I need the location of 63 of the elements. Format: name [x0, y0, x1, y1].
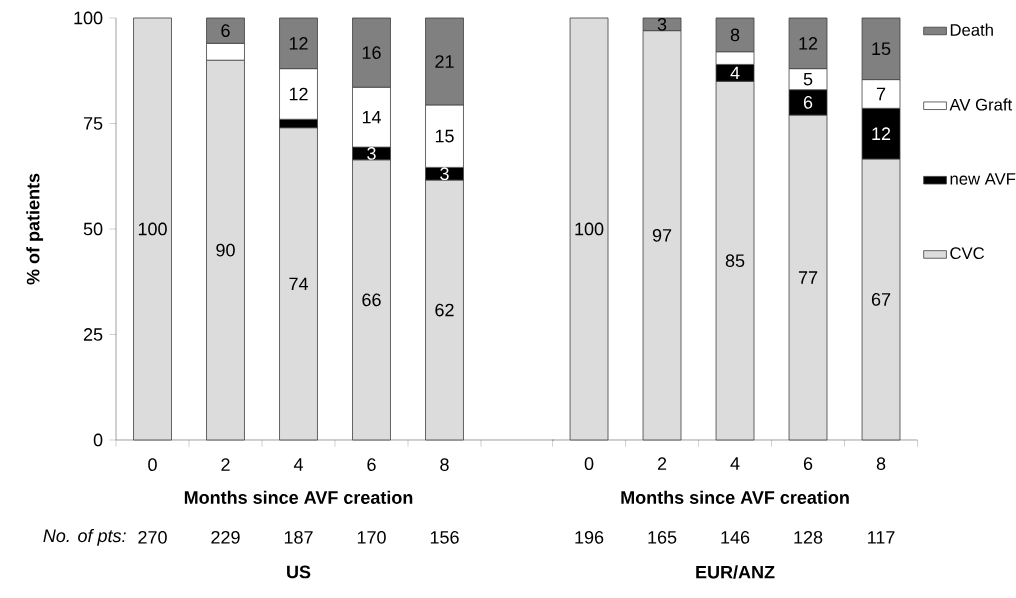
- x-tick-label: 2: [221, 458, 230, 471]
- text: 117: [868, 531, 895, 544]
- data-label: 15: [872, 42, 891, 56]
- data-label: 100: [138, 222, 167, 236]
- data-label: 4: [730, 66, 740, 80]
- data-label: 16: [362, 46, 381, 59]
- x-tick-label: 6: [367, 458, 376, 471]
- text: US: [287, 565, 311, 579]
- data-label: 3: [440, 167, 449, 181]
- text: 229: [211, 530, 240, 544]
- legend-label: CVC: [950, 247, 985, 260]
- y-axis-title: % of patients: [26, 173, 44, 285]
- data-label: 77: [798, 271, 818, 284]
- y-tick-label: 75: [83, 117, 103, 130]
- x-tick-label: 4: [730, 457, 740, 470]
- data-label: 97: [652, 228, 672, 242]
- data-label: 66: [362, 293, 381, 307]
- data-label: 12: [799, 37, 818, 50]
- x-tick-label: 4: [293, 458, 303, 471]
- data-label: 21: [435, 55, 454, 68]
- y-tick-label: 50: [83, 222, 103, 236]
- data-label: 3: [657, 17, 667, 31]
- legend-label: Death: [950, 23, 993, 36]
- x-tick-label: 8: [876, 457, 886, 471]
- data-label: 90: [216, 243, 235, 257]
- text: 156: [430, 530, 459, 544]
- y-tick-label: 0: [93, 433, 103, 447]
- data-label: 5: [803, 72, 813, 86]
- x-axis-title: Months since AVF creation: [184, 490, 413, 504]
- data-label: 15: [435, 129, 454, 143]
- data-label: 100: [575, 222, 604, 236]
- data-label: 3: [367, 147, 376, 160]
- text: 146: [721, 530, 750, 544]
- x-tick-label: 0: [148, 458, 157, 471]
- text: 128: [794, 530, 823, 544]
- data-label: 85: [725, 254, 745, 267]
- data-label: 14: [362, 110, 381, 124]
- legend-label: AV Graft: [949, 98, 1013, 111]
- data-label: 67: [871, 293, 891, 306]
- x-tick-label: 6: [803, 457, 813, 471]
- text: No. of pts:: [43, 528, 126, 546]
- data-label: 62: [435, 303, 454, 317]
- text: 165: [648, 530, 677, 544]
- data-label: 7: [876, 87, 886, 101]
- text: 270: [138, 530, 167, 544]
- y-tick-label: 100: [74, 11, 103, 25]
- data-label: 12: [289, 37, 308, 50]
- data-label: 8: [730, 28, 740, 42]
- data-label: 74: [289, 277, 308, 291]
- data-label: 12: [289, 87, 308, 101]
- y-tick-label: 25: [83, 328, 103, 341]
- data-label: 6: [803, 96, 813, 109]
- text: 196: [575, 530, 604, 544]
- data-label: 12: [872, 127, 891, 140]
- data-label: 6: [221, 24, 230, 38]
- text: 170: [357, 530, 386, 544]
- x-tick-label: 8: [440, 458, 449, 471]
- legend-label: new AVF: [950, 173, 1016, 185]
- text: 187: [284, 530, 313, 544]
- x-tick-label: 2: [657, 457, 667, 470]
- text: EUR/ANZ: [696, 565, 775, 579]
- x-tick-label: 0: [584, 457, 594, 471]
- x-axis-title: Months since AVF creation: [621, 490, 849, 504]
